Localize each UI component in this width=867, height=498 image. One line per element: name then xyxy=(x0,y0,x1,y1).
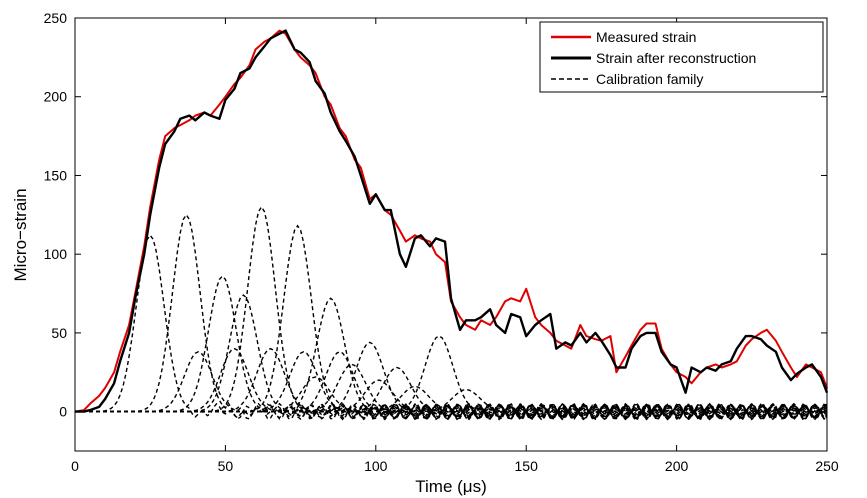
x-tick-label: 200 xyxy=(665,458,689,474)
legend-label-calibration: Calibration family xyxy=(596,71,703,87)
x-tick-label: 150 xyxy=(515,458,539,474)
y-tick-label: 250 xyxy=(44,10,68,26)
legend: Measured strain Strain after reconstruct… xyxy=(539,21,824,93)
y-tick-label: 0 xyxy=(59,404,67,420)
y-tick-label: 100 xyxy=(44,246,68,262)
calibration-pulse-line xyxy=(75,347,828,421)
y-axis-title: Micro−strain xyxy=(11,188,30,281)
x-axis-title: Time (μs) xyxy=(415,477,487,496)
y-tick-label: 200 xyxy=(44,89,68,105)
calibration-pulse-line xyxy=(75,388,828,421)
legend-label-reconstructed: Strain after reconstruction xyxy=(596,50,756,66)
x-tick-label: 0 xyxy=(71,458,79,474)
legend-label-measured: Measured strain xyxy=(596,29,696,45)
x-tick-label: 100 xyxy=(364,458,388,474)
calibration-pulse-line xyxy=(75,366,828,421)
plot-frame xyxy=(74,17,828,452)
x-tick-label: 50 xyxy=(218,458,234,474)
calibration-family-lines xyxy=(75,205,828,421)
calibration-pulse-line xyxy=(75,234,828,421)
x-tick-label: 250 xyxy=(815,458,839,474)
y-axis-ticks: 0 50 100 150 200 250 xyxy=(44,10,827,420)
reconstructed-strain-line xyxy=(75,29,829,413)
y-tick-label: 50 xyxy=(51,325,67,341)
calibration-pulse-line xyxy=(75,341,828,421)
calibration-pulse-line xyxy=(75,385,828,421)
y-tick-label: 150 xyxy=(44,167,68,183)
x-axis-ticks: 0 50 100 150 200 250 xyxy=(71,18,839,474)
